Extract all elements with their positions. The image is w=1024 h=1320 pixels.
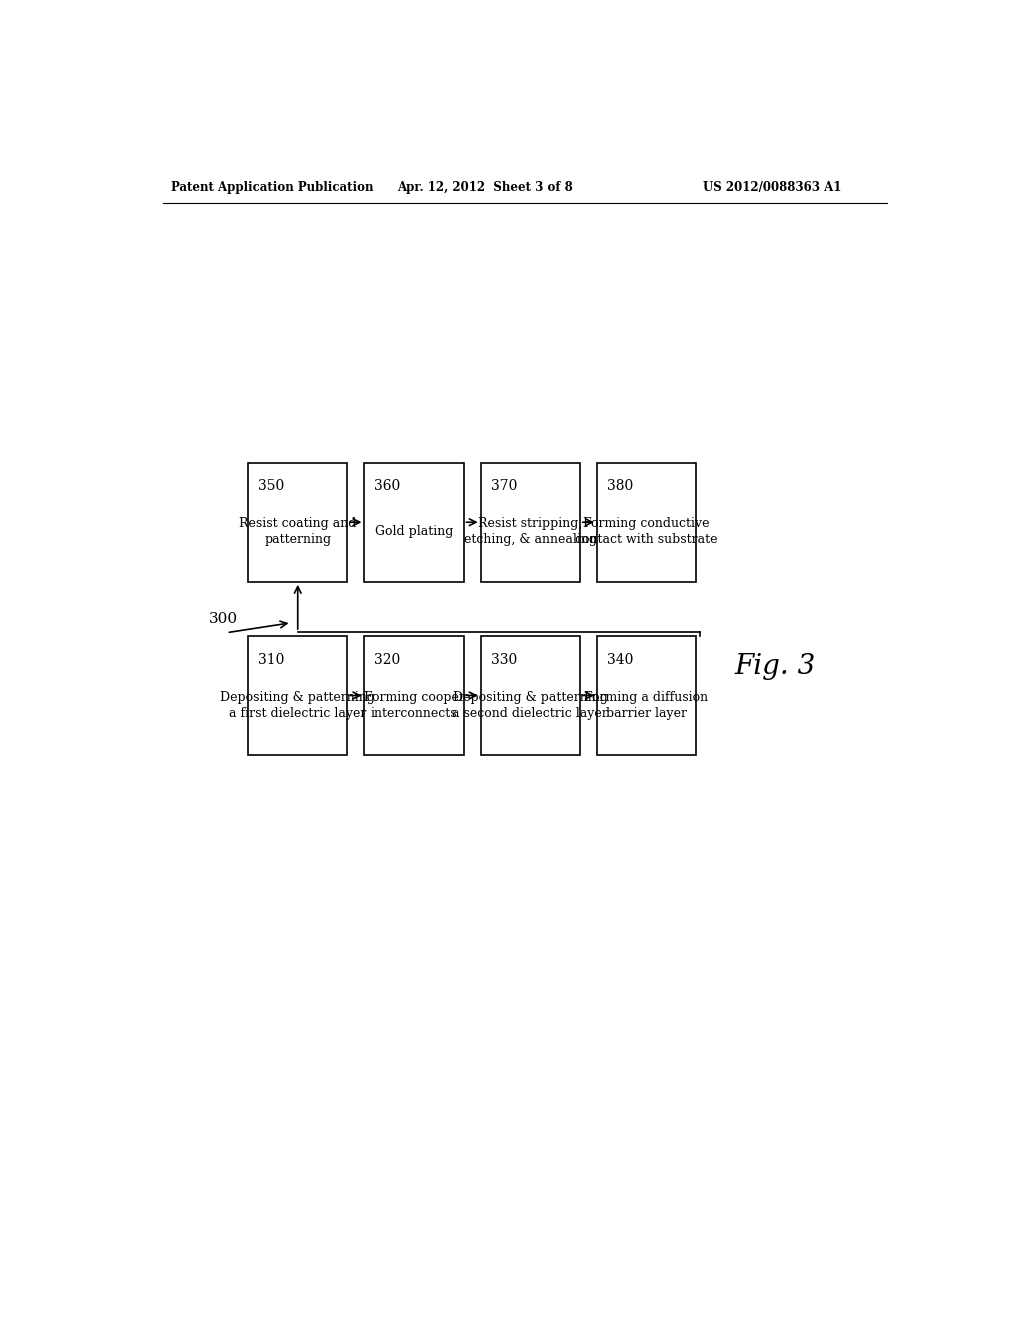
- Bar: [597, 462, 696, 582]
- Text: Resist coating and
patterning: Resist coating and patterning: [239, 517, 356, 546]
- Text: Forming conductive
contact with substrate: Forming conductive contact with substrat…: [575, 517, 718, 546]
- Bar: [480, 462, 580, 582]
- Text: 300: 300: [209, 612, 239, 626]
- Text: 310: 310: [258, 653, 285, 667]
- Text: 330: 330: [490, 653, 517, 667]
- Text: Depositing & patterning
a second dielectric layer: Depositing & patterning a second dielect…: [453, 690, 608, 719]
- Bar: [365, 636, 464, 755]
- Text: 320: 320: [375, 653, 400, 667]
- Text: Forming a diffusion
barrier layer: Forming a diffusion barrier layer: [585, 690, 709, 719]
- Text: 360: 360: [375, 479, 400, 494]
- Text: Gold plating: Gold plating: [375, 525, 454, 539]
- Text: 340: 340: [607, 653, 633, 667]
- Bar: [365, 462, 464, 582]
- Bar: [480, 636, 580, 755]
- Text: 350: 350: [258, 479, 285, 494]
- Text: 370: 370: [490, 479, 517, 494]
- Text: Resist stripping,
etching, & annealing: Resist stripping, etching, & annealing: [464, 517, 597, 546]
- Text: Depositing & patterning
a first dielectric layer: Depositing & patterning a first dielectr…: [220, 690, 375, 719]
- Bar: [597, 636, 696, 755]
- Text: Patent Application Publication: Patent Application Publication: [171, 181, 373, 194]
- Text: US 2012/0088363 A1: US 2012/0088363 A1: [702, 181, 841, 194]
- Text: Forming cooper
interconnects: Forming cooper interconnects: [364, 690, 465, 719]
- Bar: [248, 462, 347, 582]
- Text: Fig. 3: Fig. 3: [734, 653, 816, 680]
- Text: 380: 380: [607, 479, 633, 494]
- Bar: [248, 636, 347, 755]
- Text: Apr. 12, 2012  Sheet 3 of 8: Apr. 12, 2012 Sheet 3 of 8: [396, 181, 572, 194]
